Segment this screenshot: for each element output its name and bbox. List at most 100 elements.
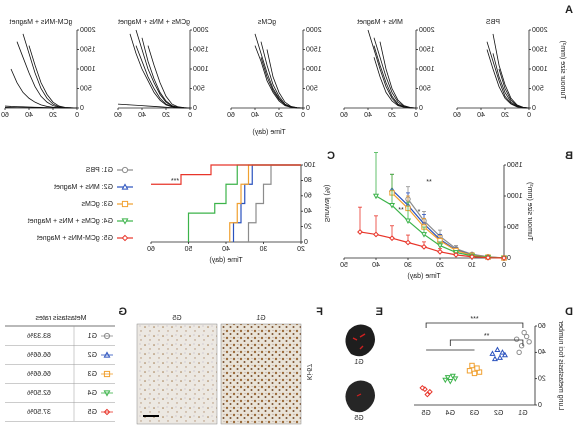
- marker: [452, 376, 459, 382]
- series-line: [247, 164, 301, 242]
- y-tick-label: 500: [419, 85, 431, 92]
- x-tick-label: 20: [501, 112, 509, 119]
- marker: [121, 234, 129, 242]
- y-axis-label: Lung metastasis foci number: [557, 320, 564, 410]
- x-tick-label: 20: [49, 112, 57, 119]
- panel-label: E: [376, 306, 383, 318]
- y-tick-label: 1000: [306, 66, 322, 73]
- bracket: [426, 339, 524, 351]
- y-tick-label: 2000: [419, 27, 435, 34]
- series-line: [266, 49, 304, 109]
- series-line: [151, 164, 301, 185]
- series-line: [492, 33, 530, 109]
- stain-label: Ki-67: [305, 364, 312, 380]
- marker: [494, 346, 501, 352]
- panel-label: D: [565, 306, 573, 318]
- marker: [420, 232, 428, 238]
- marker: [516, 349, 522, 356]
- x-tick-label: 60: [227, 112, 235, 119]
- row-group: G2: [88, 352, 97, 359]
- x-axis-label: Time (day): [407, 273, 440, 280]
- row-group: G4: [88, 390, 97, 397]
- row-rate: 66.66%: [27, 352, 51, 359]
- x-tick-label: 40: [477, 112, 485, 119]
- y-tick-label: 80: [304, 177, 312, 184]
- y-tick-label: 20: [538, 376, 546, 383]
- legend-label: G2: MNs + Magnet: [54, 184, 113, 191]
- x-tick-label: 60: [114, 112, 122, 119]
- chart-title: PBS: [486, 19, 500, 26]
- marker: [453, 251, 459, 258]
- x-tick-label: 60: [1, 112, 9, 119]
- y-tick-label: 1000: [507, 193, 523, 200]
- y-tick-label: 0: [193, 105, 197, 112]
- x-tick-label: 0: [188, 112, 192, 119]
- x-tick-label: 20: [275, 112, 283, 119]
- panel-label: B: [565, 150, 573, 162]
- marker: [471, 370, 478, 377]
- x-tick-label: 50: [340, 262, 348, 269]
- marker: [121, 166, 129, 174]
- marker: [437, 248, 443, 255]
- legend-label: G1: PBS: [85, 167, 113, 174]
- y-tick-label: 500: [507, 224, 519, 231]
- marker: [424, 391, 431, 398]
- annotation: ***: [171, 178, 179, 185]
- lung-image: [345, 324, 375, 413]
- x-tick-label: 40: [364, 112, 372, 119]
- image-label: G5: [354, 415, 363, 422]
- marker: [421, 243, 427, 250]
- panel-label: F: [316, 306, 323, 318]
- x-tick-label: 0: [502, 262, 506, 269]
- image-label: G1: [256, 315, 265, 322]
- y-axis-label: Tumour size (mm³): [526, 182, 533, 241]
- x-tick-label: 0: [414, 112, 418, 119]
- x-tick-label: 20: [162, 112, 170, 119]
- y-tick-label: 1500: [193, 46, 209, 53]
- image-label: G1: [354, 359, 363, 366]
- marker: [496, 354, 503, 360]
- marker: [405, 239, 411, 246]
- y-tick-label: 60: [304, 193, 312, 200]
- marker: [121, 200, 129, 208]
- x-tick-label: 0: [527, 112, 531, 119]
- x-tick-label: 20: [388, 112, 396, 119]
- series-line: [254, 45, 304, 109]
- panel-label: C: [327, 150, 335, 162]
- series-line: [486, 41, 530, 109]
- x-tick-label: G1: [518, 410, 527, 417]
- marker: [426, 388, 433, 395]
- marker: [499, 349, 506, 355]
- marker: [121, 183, 129, 190]
- marker: [389, 235, 395, 242]
- y-tick-label: 1000: [532, 66, 548, 73]
- y-tick-label: 1500: [532, 46, 548, 53]
- marker: [474, 365, 480, 371]
- x-tick-label: 10: [468, 262, 476, 269]
- y-tick-label: 40: [538, 349, 546, 356]
- y-tick-label: 2000: [193, 27, 209, 34]
- row-group: G1: [88, 333, 97, 340]
- x-axis-label: Time (day): [209, 257, 242, 264]
- y-tick-label: 40: [304, 208, 312, 215]
- y-tick-label: 2000: [306, 27, 322, 34]
- series-line: [373, 37, 417, 109]
- annotation: ***: [470, 316, 478, 323]
- marker: [526, 339, 532, 345]
- series-line: [117, 103, 191, 109]
- y-tick-label: 1500: [80, 46, 96, 53]
- series-line: [22, 33, 78, 109]
- marker: [521, 329, 527, 336]
- series-line: [373, 57, 417, 109]
- table-title: Metastasis rates: [35, 315, 86, 322]
- y-tick-label: 1000: [80, 66, 96, 73]
- marker: [372, 193, 380, 200]
- series-line: [229, 164, 301, 242]
- y-tick-label: 20: [304, 223, 312, 230]
- marker: [523, 333, 530, 340]
- x-tick-label: G2: [494, 410, 503, 417]
- y-tick-label: 100: [304, 162, 316, 169]
- y-axis-label: Tumour size (mm³): [559, 41, 566, 100]
- row-rate: 66.66%: [27, 371, 51, 378]
